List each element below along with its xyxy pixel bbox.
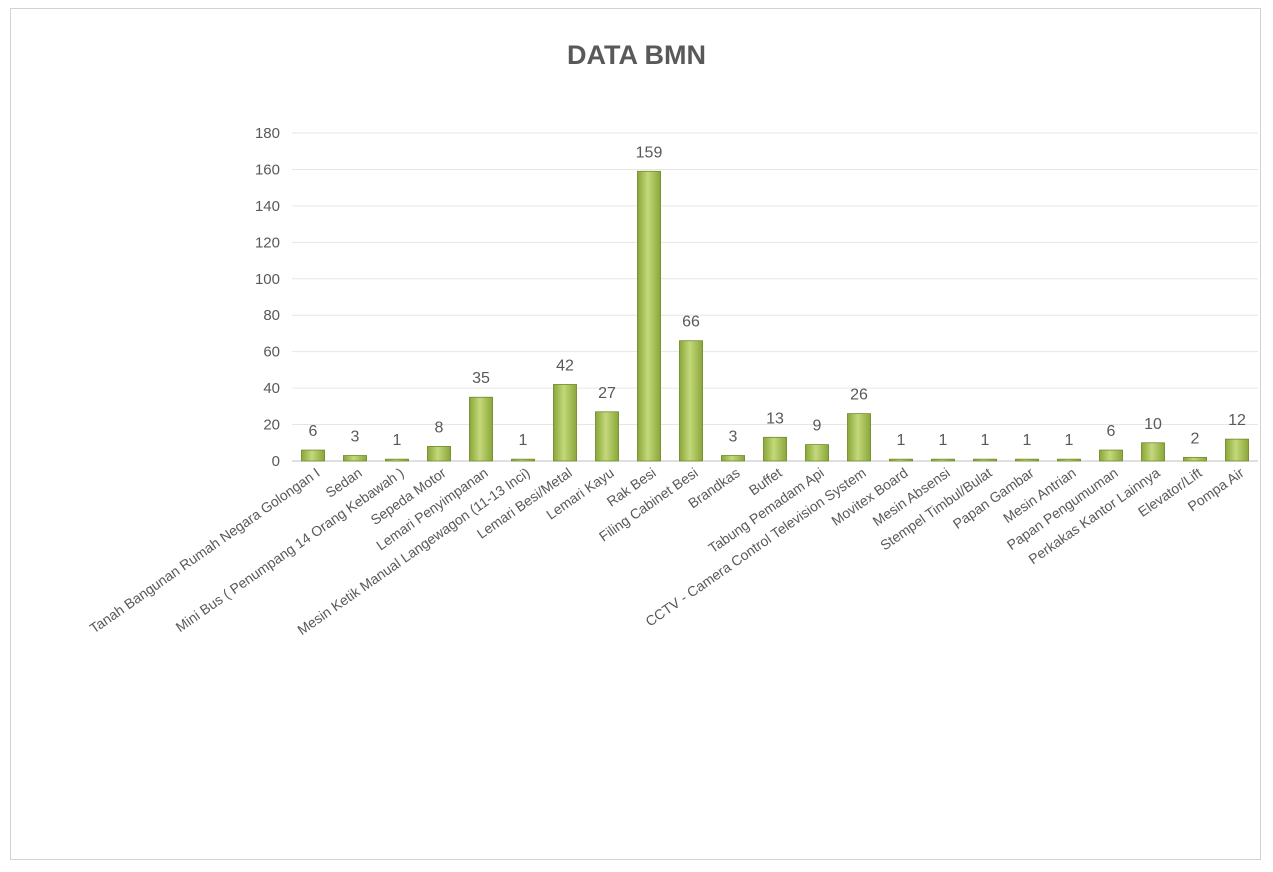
y-tick-label: 120 bbox=[255, 234, 280, 251]
y-tick-label: 180 bbox=[255, 125, 280, 142]
bar bbox=[889, 458, 913, 462]
bar bbox=[805, 444, 829, 462]
data-label: 1 bbox=[519, 432, 528, 449]
data-label: 1 bbox=[1023, 432, 1032, 449]
data-label: 13 bbox=[766, 410, 784, 427]
data-label: 1 bbox=[981, 432, 990, 449]
y-tick-label: 160 bbox=[255, 161, 280, 178]
data-label: 27 bbox=[598, 385, 616, 402]
bar bbox=[385, 458, 409, 462]
data-label: 26 bbox=[850, 387, 868, 404]
y-tick-label: 0 bbox=[272, 453, 280, 470]
axes: 0 20 40 60 80 100 120 140 160 180 bbox=[255, 125, 1258, 470]
bar bbox=[721, 455, 745, 462]
bar bbox=[343, 455, 367, 462]
data-label: 3 bbox=[351, 429, 360, 446]
chart-title: DATA BMN bbox=[567, 40, 706, 70]
y-tick-label: 140 bbox=[255, 198, 280, 215]
bars bbox=[301, 170, 1249, 462]
data-label: 1 bbox=[1065, 432, 1074, 449]
data-label: 1 bbox=[393, 432, 402, 449]
bar bbox=[847, 413, 871, 462]
data-label: 1 bbox=[939, 432, 948, 449]
data-label: 66 bbox=[682, 314, 700, 331]
data-label: 3 bbox=[729, 429, 738, 446]
data-label: 6 bbox=[1107, 423, 1116, 440]
data-label: 10 bbox=[1144, 416, 1162, 433]
data-label: 159 bbox=[636, 144, 663, 161]
data-label: 6 bbox=[309, 423, 318, 440]
y-tick-label: 80 bbox=[263, 307, 280, 324]
bar bbox=[679, 340, 703, 462]
bar bbox=[469, 396, 493, 462]
bar bbox=[931, 458, 955, 462]
bar bbox=[1183, 456, 1207, 462]
bar bbox=[1225, 438, 1249, 462]
data-label: 9 bbox=[813, 418, 822, 435]
bar bbox=[763, 436, 787, 462]
y-tick-label: 100 bbox=[255, 271, 280, 288]
bar bbox=[301, 449, 325, 462]
data-label: 2 bbox=[1191, 430, 1200, 447]
y-tick-label: 60 bbox=[263, 344, 280, 361]
data-label: 8 bbox=[435, 419, 444, 436]
bar bbox=[1015, 458, 1039, 462]
gridlines bbox=[292, 132, 1258, 426]
y-tick-label: 20 bbox=[263, 417, 280, 434]
data-label: 42 bbox=[556, 357, 574, 374]
category-labels: Tanah Bangunan Rumah Negara Golongan I Se… bbox=[87, 464, 1247, 638]
data-label: 12 bbox=[1228, 412, 1246, 429]
chart-frame bbox=[10, 8, 1261, 860]
bar bbox=[553, 384, 577, 462]
data-label: 35 bbox=[472, 370, 490, 387]
bar bbox=[1099, 449, 1123, 462]
data-label: 1 bbox=[897, 432, 906, 449]
bar bbox=[511, 458, 535, 462]
bar bbox=[1141, 442, 1165, 462]
bar bbox=[595, 411, 619, 462]
data-labels: 6 3 1 8 35 1 42 27 159 66 3 13 9 26 1 1 1 1 1 6 10 2 12 bbox=[309, 144, 1246, 449]
bar bbox=[1057, 458, 1081, 462]
bar bbox=[973, 458, 997, 462]
y-tick-label: 40 bbox=[263, 380, 280, 397]
bar bbox=[427, 446, 451, 462]
bar bbox=[637, 170, 661, 462]
